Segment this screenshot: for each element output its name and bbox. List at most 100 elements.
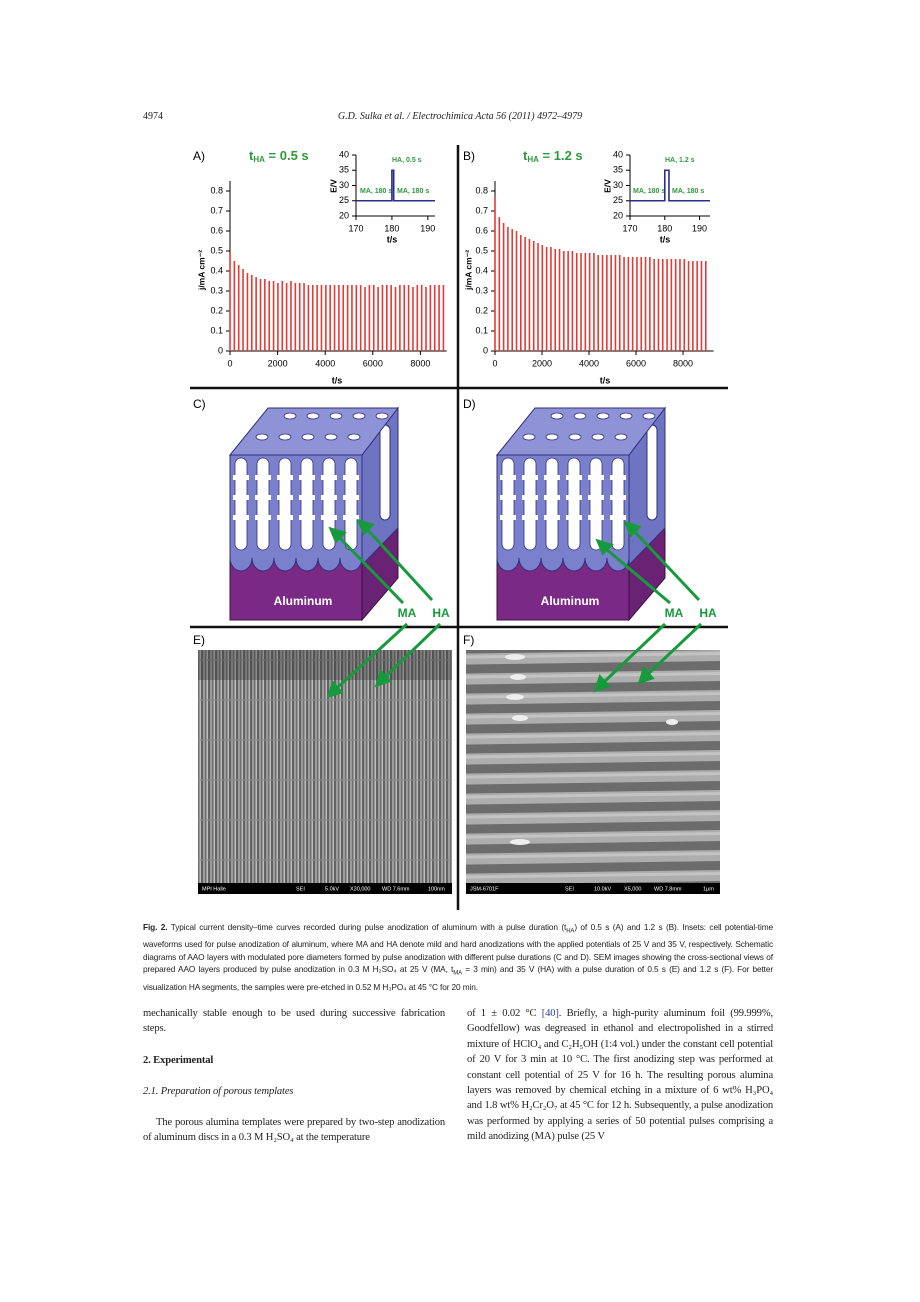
sem-info: 100nm bbox=[428, 886, 445, 892]
subsection-heading: 2.1. Preparation of porous templates bbox=[143, 1086, 294, 1097]
potential-line bbox=[356, 169, 435, 202]
waveform-label: MA, 180 s bbox=[360, 188, 392, 195]
x-tick-label: 190 bbox=[692, 223, 707, 233]
caption-subscript: MA bbox=[453, 971, 462, 978]
title-text: t bbox=[523, 148, 528, 163]
y-tick-label: 25 bbox=[339, 195, 349, 205]
x-tick-label: 2000 bbox=[532, 358, 552, 368]
y-tick-label: 0.7 bbox=[475, 205, 488, 215]
sem-image bbox=[466, 650, 720, 894]
x-tick-label: 180 bbox=[384, 223, 399, 233]
sem-info: MPI Halle bbox=[202, 886, 226, 892]
x-tick-label: 170 bbox=[622, 223, 637, 233]
x-tick-label: 2000 bbox=[268, 358, 288, 368]
panel-label: A) bbox=[193, 149, 205, 163]
y-tick-label: 40 bbox=[613, 149, 623, 159]
y-tick-label: 0.6 bbox=[475, 225, 488, 235]
paragraph: of 1 ± 0.02 °C [40]. Briefly, a high-pur… bbox=[467, 1006, 773, 1145]
panel-label: F) bbox=[463, 633, 474, 647]
paragraph: The porous alumina templates were prepar… bbox=[143, 1117, 445, 1144]
title-subscript: HA bbox=[527, 155, 539, 164]
x-tick-label: 0 bbox=[227, 358, 232, 368]
y-tick-label: 25 bbox=[613, 195, 623, 205]
y-axis-label: j/mA cm⁻² bbox=[463, 250, 473, 291]
y-tick-label: 0 bbox=[483, 345, 488, 355]
waveform-label: MA, 180 s bbox=[397, 188, 429, 195]
panel-label: C) bbox=[193, 397, 206, 411]
title-text: = 0.5 s bbox=[265, 148, 309, 163]
y-tick-label: 0.5 bbox=[475, 245, 488, 255]
y-tick-label: 0 bbox=[218, 345, 223, 355]
panel-label: E) bbox=[193, 633, 205, 647]
layer-label: HA bbox=[699, 606, 717, 620]
x-tick-label: 4000 bbox=[315, 358, 335, 368]
sem-info: WD 7.6mm bbox=[382, 886, 410, 892]
y-tick-label: 30 bbox=[613, 180, 623, 190]
x-tick-label: 0 bbox=[492, 358, 497, 368]
sem-info: SEI bbox=[565, 886, 574, 892]
waveform-label: HA, 0.5 s bbox=[392, 157, 422, 164]
y-tick-label: 0.3 bbox=[210, 285, 223, 295]
x-tick-label: 170 bbox=[348, 223, 363, 233]
aao-diagram bbox=[496, 407, 666, 621]
x-tick-label: 190 bbox=[420, 223, 435, 233]
caption-subscript: HA bbox=[566, 928, 575, 935]
x-tick-label: 180 bbox=[657, 223, 672, 233]
title-text: = 1.2 s bbox=[539, 148, 583, 163]
y-tick-label: 0.8 bbox=[475, 185, 488, 195]
panel-label: B) bbox=[463, 149, 475, 163]
x-tick-label: 6000 bbox=[626, 358, 646, 368]
chart-title: tHA = 0.5 s bbox=[249, 148, 309, 164]
sem-info: SEI bbox=[296, 886, 305, 892]
caption-text: Typical current density–time curves reco… bbox=[167, 922, 567, 932]
paragraph: mechanically stable enough to be used du… bbox=[143, 1008, 445, 1035]
caption-label: Fig. 2. bbox=[143, 922, 168, 932]
x-tick-label: 6000 bbox=[363, 358, 383, 368]
y-tick-label: 0.6 bbox=[210, 225, 223, 235]
y-tick-label: 0.8 bbox=[210, 185, 223, 195]
sem-info: 5.0kV bbox=[325, 886, 339, 892]
title-subscript: HA bbox=[253, 155, 265, 164]
waveform-label: MA, 180 s bbox=[633, 188, 665, 195]
text: of 1 ± 0.02 °C bbox=[467, 1008, 542, 1019]
x-tick-label: 8000 bbox=[673, 358, 693, 368]
x-axis-label: t/s bbox=[332, 375, 343, 385]
x-axis-label: t/s bbox=[387, 234, 398, 244]
section-heading: 2. Experimental bbox=[143, 1055, 214, 1066]
sem-info: JSM-6701F bbox=[470, 886, 499, 892]
caption-text: ) of 0.5 s (A) and 1.2 s (B). Insets: ce… bbox=[143, 922, 773, 975]
potential-line bbox=[630, 169, 710, 202]
waveform-label: HA, 1.2 s bbox=[665, 157, 695, 164]
y-tick-label: 0.7 bbox=[210, 205, 223, 215]
y-axis-label: E/V bbox=[602, 179, 612, 193]
page-number: 4974 bbox=[143, 111, 163, 122]
y-axis-label: E/V bbox=[328, 179, 338, 193]
y-tick-label: 30 bbox=[339, 180, 349, 190]
x-tick-label: 8000 bbox=[410, 358, 430, 368]
x-axis-label: t/s bbox=[600, 375, 611, 385]
substrate-label: Aluminum bbox=[274, 594, 333, 608]
y-tick-label: 35 bbox=[339, 165, 349, 175]
aao-diagram bbox=[229, 407, 399, 621]
sem-info: 1μm bbox=[703, 886, 714, 892]
layer-label: MA bbox=[665, 606, 684, 620]
x-axis-label: t/s bbox=[660, 234, 671, 244]
y-tick-label: 20 bbox=[339, 210, 349, 220]
arrows bbox=[326, 518, 703, 699]
y-tick-label: 0.4 bbox=[475, 265, 488, 275]
panel-label: D) bbox=[463, 397, 476, 411]
substrate-label: Aluminum bbox=[541, 594, 600, 608]
sem-info: WD 7.8mm bbox=[654, 886, 682, 892]
y-tick-label: 0.4 bbox=[210, 265, 223, 275]
sem-info: 10.0kV bbox=[594, 886, 611, 892]
y-tick-label: 0.2 bbox=[475, 305, 488, 315]
citation-link[interactable]: [40] bbox=[541, 1008, 559, 1019]
sem-info: X5,000 bbox=[624, 886, 641, 892]
sem-image bbox=[198, 650, 452, 894]
y-tick-label: 0.2 bbox=[210, 305, 223, 315]
figure-caption: Fig. 2. Typical current density–time cur… bbox=[143, 921, 773, 993]
y-tick-label: 20 bbox=[613, 210, 623, 220]
sem-info: X30,000 bbox=[350, 886, 371, 892]
